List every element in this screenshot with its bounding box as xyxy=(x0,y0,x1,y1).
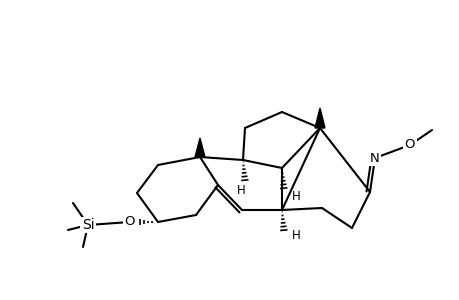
Text: O: O xyxy=(404,139,414,152)
Text: H: H xyxy=(291,230,300,242)
Text: H: H xyxy=(291,190,300,202)
Polygon shape xyxy=(314,108,325,128)
Text: O: O xyxy=(124,215,135,229)
Text: H: H xyxy=(236,184,245,196)
Polygon shape xyxy=(195,138,205,157)
Text: N: N xyxy=(369,152,379,164)
Text: Si: Si xyxy=(82,218,94,232)
